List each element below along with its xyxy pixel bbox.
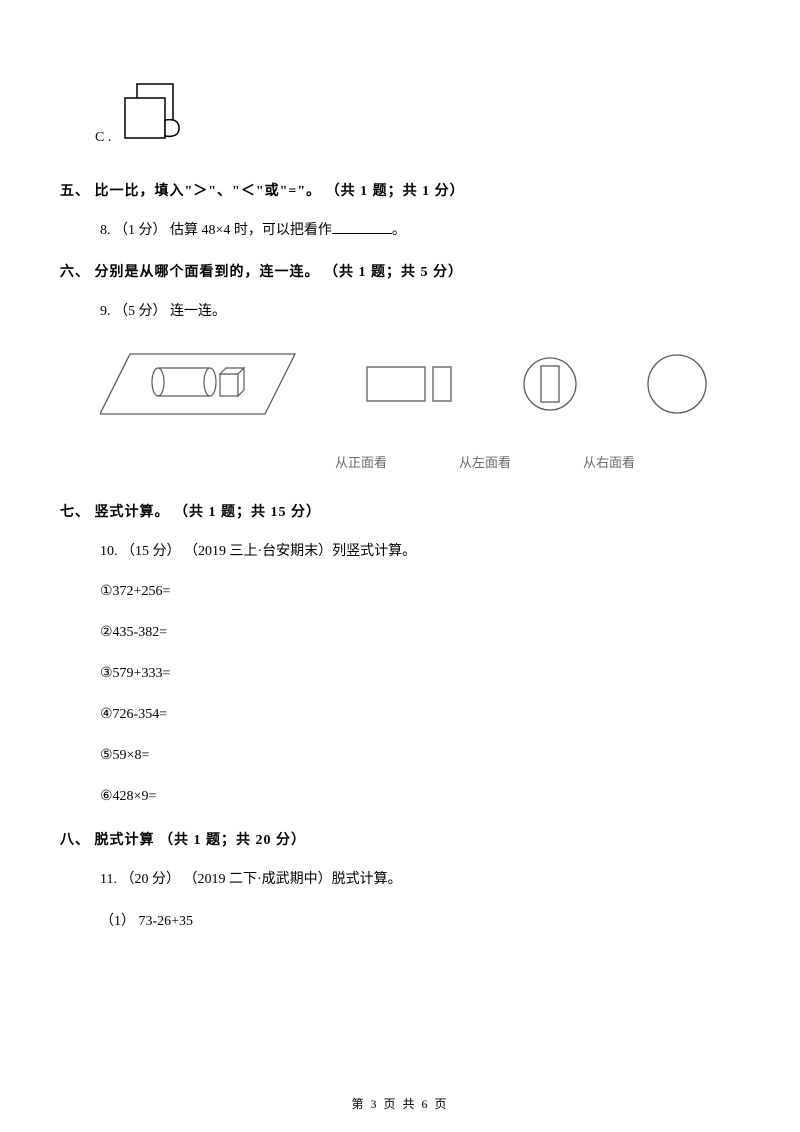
left-view-icon: [520, 354, 580, 414]
label-front: 从正面看: [335, 452, 387, 471]
q8-text: 8. （1 分） 估算 48×4 时，可以把看作: [100, 223, 332, 238]
question-8: 8. （1 分） 估算 48×4 时，可以把看作 。: [100, 218, 740, 243]
section8-heading: 八、 脱式计算 （共 1 题；共 20 分）: [60, 829, 740, 849]
question-11: 11. （20 分） （2019 二下·成武期中）脱式计算。: [100, 867, 740, 892]
label-right: 从右面看: [583, 452, 635, 471]
right-view-icon: [645, 352, 709, 416]
q10-item-2: ②435-382=: [100, 624, 740, 641]
page-footer: 第 3 页 共 6 页: [0, 1095, 800, 1112]
q10-item-3: ③579+333=: [100, 665, 740, 682]
section7-heading: 七、 竖式计算。 （共 1 题；共 15 分）: [60, 501, 740, 521]
q10-item-5: ⑤59×8=: [100, 747, 740, 764]
q10-item-6: ⑥428×9=: [100, 788, 740, 805]
q10-item-1: ①372+256=: [100, 583, 740, 600]
parallelogram-3d: [100, 344, 300, 424]
section5-heading: 五、 比一比，填入"＞"、"＜"或"="。 （共 1 题；共 1 分）: [60, 180, 740, 200]
label-left: 从左面看: [459, 452, 511, 471]
q8-tail: 。: [392, 223, 406, 238]
connect-labels: 从正面看 从左面看 从右面看: [335, 452, 740, 471]
option-c-row: C .: [95, 80, 740, 150]
option-c-label: C .: [95, 130, 111, 146]
q10-item-4: ④726-354=: [100, 706, 740, 723]
section6-heading: 六、 分别是从哪个面看到的，连一连。 （共 1 题；共 5 分）: [60, 261, 740, 281]
option-c-figure: [119, 80, 199, 150]
q11-sub1: （1） 73-26+35: [100, 910, 740, 930]
connect-row: [100, 344, 740, 424]
question-10: 10. （15 分） （2019 三上·台安期末）列竖式计算。: [100, 539, 740, 564]
connect-figure: 从正面看 从左面看 从右面看: [100, 344, 740, 471]
front-view-icon: [365, 359, 455, 409]
question-9: 9. （5 分） 连一连。: [100, 299, 740, 324]
q8-blank: [332, 220, 392, 234]
